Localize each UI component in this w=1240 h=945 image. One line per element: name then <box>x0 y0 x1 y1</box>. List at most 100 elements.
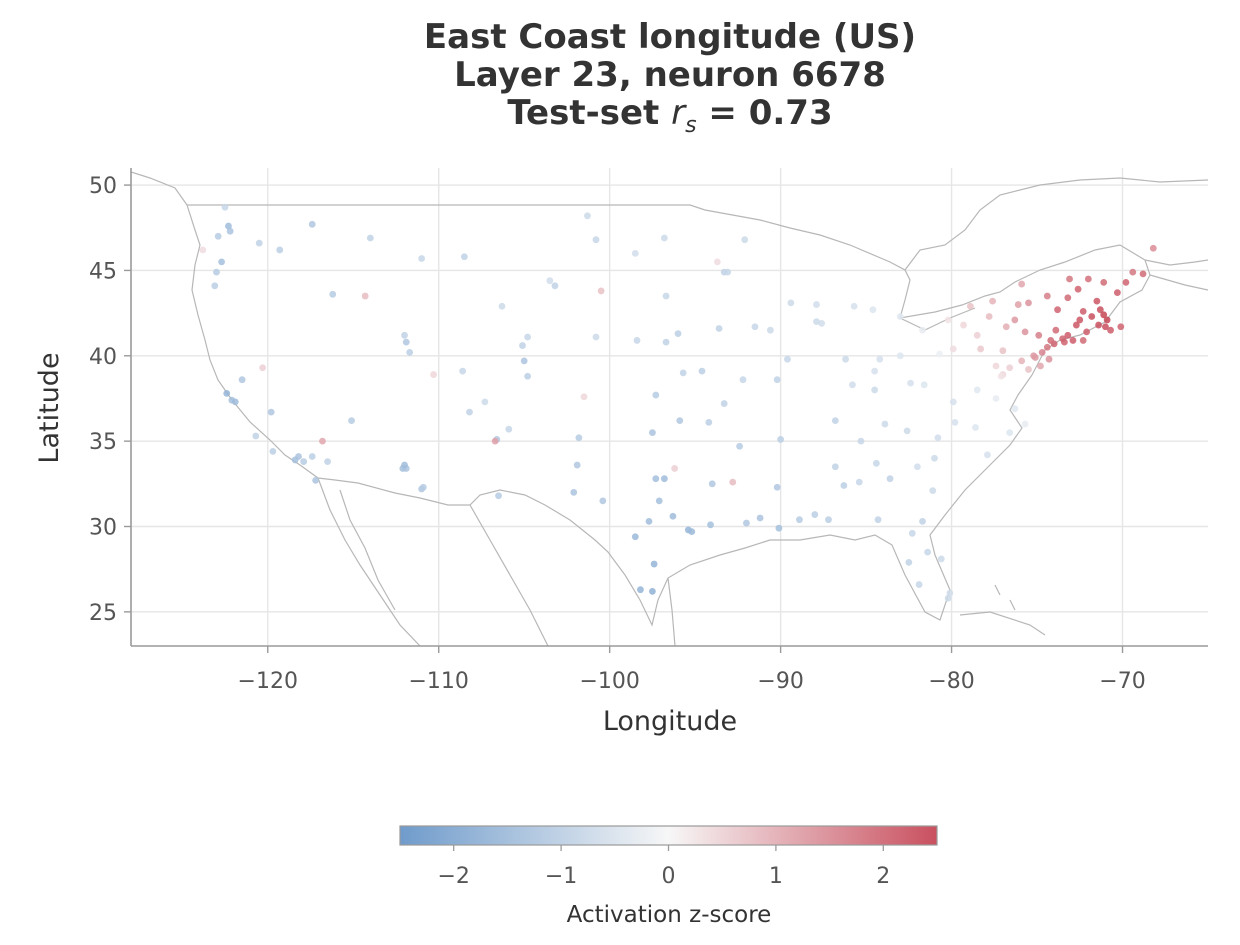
data-point <box>944 316 952 324</box>
colorbar-ticks: −2 −1 0 1 2 <box>437 845 890 889</box>
data-point <box>992 395 1000 402</box>
data-point <box>713 258 721 266</box>
data-point <box>276 246 284 254</box>
data-point <box>1103 316 1111 324</box>
data-point <box>913 463 921 471</box>
map-outline <box>131 171 1208 646</box>
data-point <box>460 253 468 261</box>
colorbar-tick-label: −1 <box>545 864 577 889</box>
data-point <box>231 398 239 406</box>
data-point <box>498 302 506 310</box>
data-point <box>705 418 713 426</box>
data-point <box>649 429 656 437</box>
data-point <box>743 519 750 527</box>
data-point <box>984 451 991 459</box>
data-point <box>905 558 913 566</box>
data-point <box>842 355 849 363</box>
data-point <box>1006 364 1014 372</box>
data-point <box>1025 366 1032 373</box>
data-point <box>652 475 660 483</box>
data-point <box>676 417 684 425</box>
data-point <box>934 434 942 442</box>
data-point <box>1018 280 1026 288</box>
data-point <box>951 418 959 426</box>
data-point <box>1061 338 1068 346</box>
data-point <box>520 357 528 365</box>
data-point <box>756 514 764 522</box>
data-point <box>946 589 954 597</box>
x-tick-label: −100 <box>579 669 639 694</box>
data-point <box>813 301 820 308</box>
data-point <box>999 347 1007 355</box>
data-point <box>1045 355 1053 363</box>
data-point <box>631 249 639 257</box>
data-point <box>401 461 408 469</box>
data-point <box>1079 337 1087 344</box>
data-point <box>649 587 656 595</box>
data-point <box>773 483 781 491</box>
data-point <box>720 400 728 407</box>
data-point <box>1006 429 1014 437</box>
data-point <box>1064 331 1072 339</box>
data-point <box>406 348 414 356</box>
data-point <box>985 313 993 320</box>
data-point <box>698 367 706 375</box>
data-point <box>599 497 607 505</box>
data-point <box>679 369 687 377</box>
x-axis-label: Longitude <box>603 706 737 737</box>
data-point <box>1054 306 1061 314</box>
data-point <box>1139 270 1147 278</box>
data-point <box>871 386 879 394</box>
data-point <box>876 355 884 363</box>
data-point <box>524 333 532 341</box>
data-point <box>1018 357 1026 365</box>
data-point <box>919 326 926 334</box>
data-point <box>1025 299 1032 307</box>
data-point <box>402 338 410 346</box>
data-point <box>1096 306 1104 314</box>
data-point <box>519 342 526 349</box>
data-point <box>972 424 979 431</box>
data-point <box>871 367 879 375</box>
y-tick-label: 45 <box>89 259 117 284</box>
grid <box>131 168 1208 646</box>
data-point <box>813 318 820 326</box>
data-point <box>736 442 743 450</box>
data-point <box>688 528 696 536</box>
data-point <box>920 381 928 389</box>
data-point <box>481 398 489 406</box>
title-metric-symbol: rs <box>671 93 697 138</box>
data-point <box>491 437 499 445</box>
data-point <box>584 212 591 220</box>
data-point <box>650 560 658 568</box>
data-point <box>1088 313 1096 320</box>
data-point <box>652 391 660 399</box>
data-point <box>908 529 916 537</box>
data-point <box>787 299 795 307</box>
data-point <box>1052 326 1060 334</box>
data-point <box>936 350 944 358</box>
data-point <box>633 337 641 344</box>
data-point <box>226 227 234 235</box>
data-point <box>662 338 670 346</box>
y-tick-label: 50 <box>89 174 117 199</box>
data-point <box>1002 323 1010 331</box>
data-point <box>929 487 937 495</box>
data-point <box>872 459 880 467</box>
title-metric-value: = 0.73 <box>696 93 833 133</box>
data-point <box>580 393 588 401</box>
data-point <box>366 234 374 242</box>
data-point <box>1035 331 1043 339</box>
data-point <box>255 239 263 247</box>
colorbar-tick-label: 2 <box>876 864 890 889</box>
data-point <box>312 477 320 484</box>
data-point <box>573 461 581 469</box>
data-point <box>1100 311 1108 319</box>
data-point <box>324 458 331 466</box>
data-point <box>575 434 583 442</box>
data-point <box>348 417 355 425</box>
colorbar-tick-label: −2 <box>437 864 469 889</box>
data-point <box>1102 323 1109 331</box>
data-point <box>1079 308 1087 315</box>
data-point <box>361 292 369 300</box>
